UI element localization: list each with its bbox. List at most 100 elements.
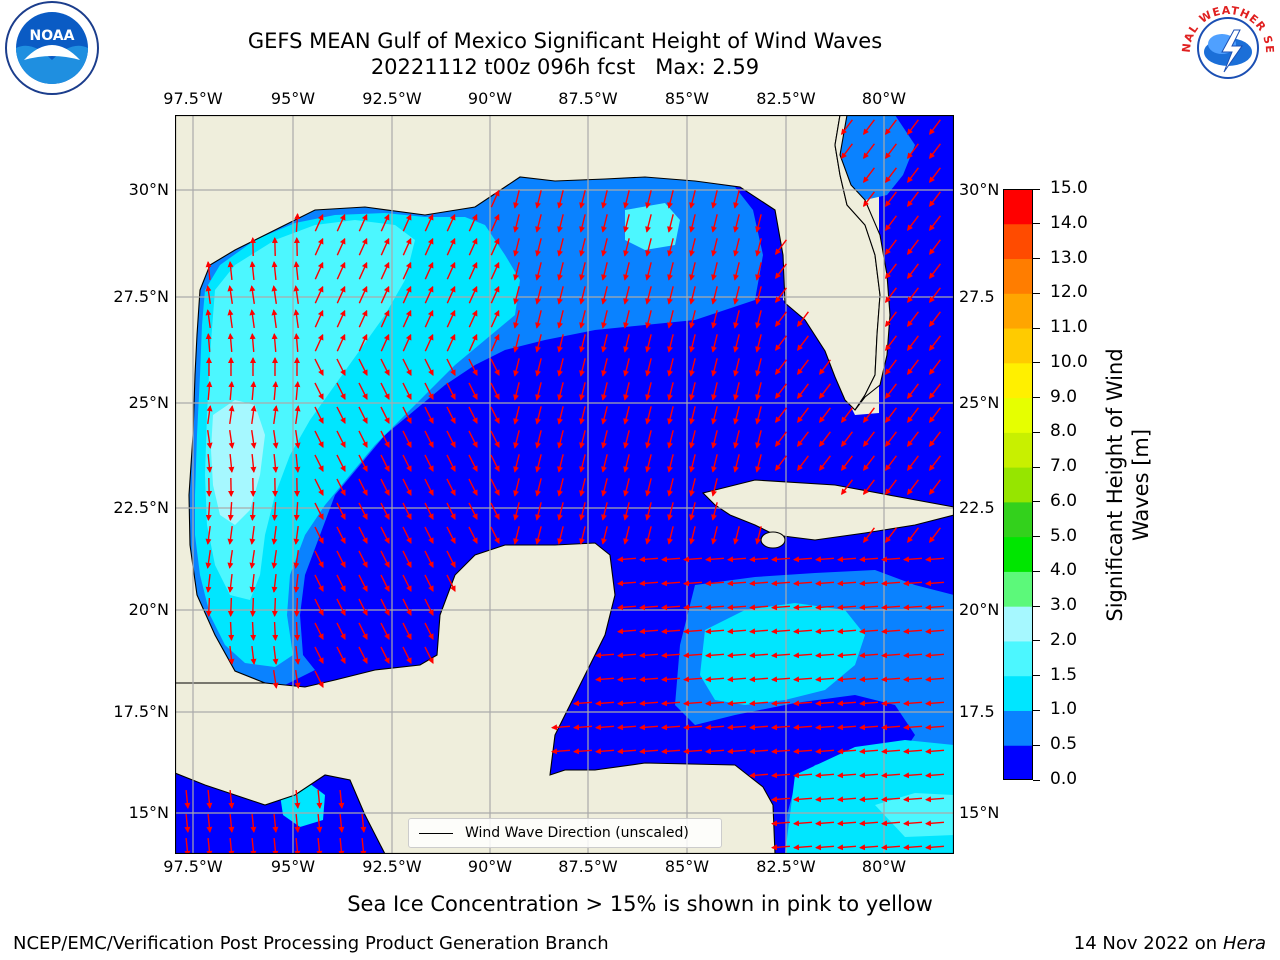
colorbar-tick <box>1033 327 1040 329</box>
wave-direction-arrow <box>579 286 586 305</box>
wave-direction-arrow <box>293 333 300 353</box>
lat-tick-right: 25°N <box>959 393 1000 412</box>
noaa-logo: NOAA <box>5 1 99 95</box>
lon-tick-top: 85°W <box>664 89 710 108</box>
wave-direction-arrow <box>402 261 412 280</box>
wave-direction-arrow <box>733 382 740 401</box>
wave-direction-arrow <box>294 789 301 809</box>
wave-direction-arrow <box>557 262 564 281</box>
lat-tick-left: 25°N <box>128 393 169 412</box>
wave-direction-arrow <box>689 454 696 473</box>
wave-direction-arrow <box>906 527 919 544</box>
wave-direction-arrow <box>271 525 278 545</box>
wave-direction-arrow <box>557 406 564 425</box>
wave-arrows <box>184 119 945 854</box>
colorbar-segment <box>1003 675 1033 711</box>
wave-direction-arrow <box>601 526 608 545</box>
colorbar-tick-label: 8.0 <box>1050 421 1078 442</box>
wave-direction-arrow <box>380 478 390 496</box>
wave-direction-arrow <box>623 502 630 521</box>
wave-direction-arrow <box>535 526 542 545</box>
wave-direction-arrow <box>862 191 875 207</box>
wave-direction-arrow <box>928 191 941 207</box>
wave-direction-arrow <box>661 580 681 587</box>
wave-direction-arrow <box>271 573 278 593</box>
wave-direction-arrow <box>711 382 718 401</box>
wave-direction-arrow <box>601 334 608 353</box>
wave-direction-arrow <box>617 700 637 707</box>
wave-direction-arrow <box>338 789 345 809</box>
wave-direction-arrow <box>645 334 652 353</box>
colorbar-tick <box>1033 675 1040 677</box>
wave-direction-arrow <box>402 382 412 400</box>
wave-direction-arrow <box>424 237 434 256</box>
wave-direction-arrow <box>711 262 718 281</box>
wave-direction-arrow <box>228 621 235 641</box>
wave-direction-arrow <box>336 382 346 400</box>
wave-direction-arrow <box>579 238 586 257</box>
wave-direction-arrow <box>906 455 919 472</box>
wave-direction-arrow <box>884 311 897 327</box>
wave-direction-arrow <box>293 501 300 521</box>
wave-direction-arrow <box>249 261 256 281</box>
wave-direction-arrow <box>250 813 257 833</box>
colorbar-tick <box>1033 640 1040 642</box>
wave-direction-arrow <box>271 501 278 521</box>
wave-direction-arrow <box>424 622 434 640</box>
wave-direction-arrow <box>796 431 809 448</box>
wave-direction-arrow <box>205 549 212 569</box>
wave-direction-arrow <box>793 748 813 755</box>
wave-direction-arrow <box>925 628 945 635</box>
wave-direction-arrow <box>859 820 879 827</box>
wave-direction-arrow <box>903 676 923 683</box>
wave-direction-arrow <box>711 310 718 329</box>
land-isle-of-youth <box>760 531 786 549</box>
wave-direction-arrow <box>881 700 901 707</box>
wave-direction-arrow <box>601 502 608 521</box>
colorbar-segment <box>1003 223 1033 260</box>
wave-direction-arrow <box>358 406 368 424</box>
wave-direction-arrow <box>446 478 456 496</box>
wave-direction-arrow <box>446 382 456 400</box>
colorbar-tick <box>1033 570 1040 572</box>
wave-direction-arrow <box>645 526 652 545</box>
colorbar-tick-label: 2.0 <box>1050 629 1078 650</box>
wave-direction-arrow <box>249 501 256 521</box>
wave-direction-arrow <box>928 479 941 496</box>
footer-right: 14 Nov 2022 on Hera <box>1074 933 1266 954</box>
footer-host: Hera <box>1222 933 1266 954</box>
wave-direction-arrow <box>227 309 234 329</box>
colorbar-tick <box>1033 536 1040 538</box>
wave-direction-arrow <box>884 455 897 472</box>
wave-direction-arrow <box>314 670 324 688</box>
wave-direction-arrow <box>815 628 835 635</box>
wave-direction-arrow <box>623 190 630 209</box>
wave-direction-arrow <box>884 383 897 400</box>
svg-text:NOAA: NOAA <box>30 28 75 44</box>
wave-direction-arrow <box>705 628 725 635</box>
wave-direction-arrow <box>884 407 897 424</box>
wave-direction-arrow <box>336 261 346 280</box>
wave-direction-arrow <box>579 430 586 449</box>
wave-direction-arrow <box>928 263 941 279</box>
colorbar-segment <box>1003 571 1033 607</box>
wave-direction-arrow <box>557 358 564 377</box>
wave-direction-arrow <box>360 813 367 833</box>
wave-direction-arrow <box>925 844 945 851</box>
wave-direction-arrow <box>446 261 456 280</box>
wave-direction-arrow <box>771 628 791 635</box>
wave-direction-arrow <box>513 238 520 257</box>
wave-direction-arrow <box>683 748 703 755</box>
wave-direction-arrow <box>402 454 412 472</box>
wave-direction-arrow <box>314 213 324 232</box>
wave-direction-arrow <box>840 431 853 448</box>
wave-direction-arrow <box>228 813 235 833</box>
wave-direction-arrow <box>535 190 542 209</box>
wave-direction-arrow <box>903 652 923 659</box>
wave-direction-arrow <box>727 604 747 611</box>
wave-direction-arrow <box>380 285 390 304</box>
wave-direction-arrow <box>928 383 941 400</box>
wave-direction-arrow <box>815 652 835 659</box>
wave-direction-arrow <box>903 748 923 755</box>
wave-direction-arrow <box>579 190 586 209</box>
